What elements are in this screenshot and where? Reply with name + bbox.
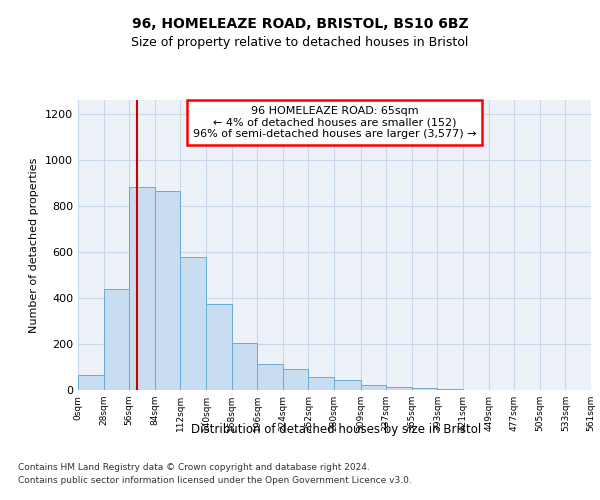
Bar: [283, 370, 308, 390]
Bar: [155, 191, 181, 390]
Bar: [78, 375, 104, 390]
Bar: [412, 388, 437, 390]
Bar: [437, 389, 463, 390]
Text: Contains public sector information licensed under the Open Government Licence v3: Contains public sector information licen…: [18, 476, 412, 485]
Bar: [386, 386, 412, 390]
Bar: [361, 386, 386, 390]
Y-axis label: Number of detached properties: Number of detached properties: [29, 158, 40, 332]
Bar: [129, 188, 155, 390]
Text: Distribution of detached houses by size in Bristol: Distribution of detached houses by size …: [191, 422, 481, 436]
Bar: [308, 378, 334, 390]
Bar: [257, 364, 283, 390]
Text: Size of property relative to detached houses in Bristol: Size of property relative to detached ho…: [131, 36, 469, 49]
Bar: [334, 380, 361, 390]
Text: 96 HOMELEAZE ROAD: 65sqm
← 4% of detached houses are smaller (152)
96% of semi-d: 96 HOMELEAZE ROAD: 65sqm ← 4% of detache…: [193, 106, 476, 139]
Bar: [181, 256, 206, 390]
Bar: [206, 304, 232, 390]
Text: 96, HOMELEAZE ROAD, BRISTOL, BS10 6BZ: 96, HOMELEAZE ROAD, BRISTOL, BS10 6BZ: [131, 18, 469, 32]
Bar: [104, 288, 129, 390]
Bar: [232, 343, 257, 390]
Text: Contains HM Land Registry data © Crown copyright and database right 2024.: Contains HM Land Registry data © Crown c…: [18, 462, 370, 471]
